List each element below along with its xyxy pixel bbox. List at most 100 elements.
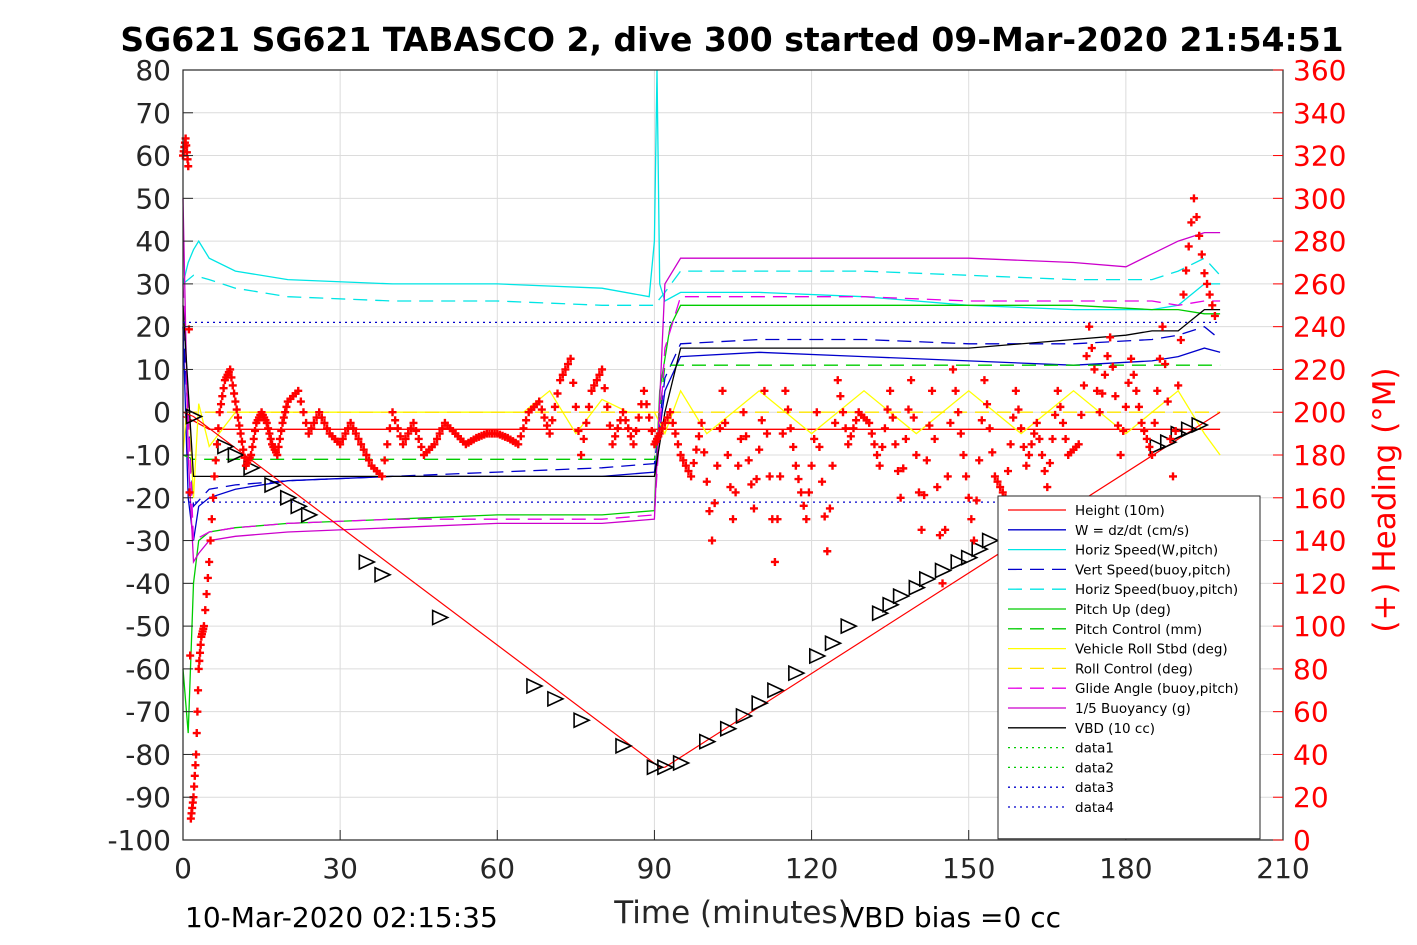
heading-marker (1048, 434, 1057, 443)
heading-marker (1189, 194, 1198, 203)
heading-marker (230, 389, 239, 398)
heading-marker (362, 451, 371, 459)
heading-marker (545, 429, 554, 438)
y2-tick-label: 120 (1293, 567, 1346, 600)
depth-marker (358, 553, 377, 571)
heading-marker (1074, 440, 1083, 449)
heading-marker (962, 472, 971, 481)
heading-marker (828, 461, 837, 470)
heading-marker (781, 386, 790, 395)
heading-marker (1200, 269, 1209, 278)
heading-marker (946, 418, 955, 427)
heading-marker (747, 480, 756, 489)
heading-marker (299, 408, 308, 417)
heading-marker (582, 418, 591, 427)
heading-marker (247, 451, 256, 459)
x-tick-label: 150 (942, 852, 995, 885)
heading-marker (1174, 381, 1183, 390)
heading-marker (1082, 352, 1091, 361)
heading-marker (705, 507, 714, 516)
heading-marker (182, 148, 191, 157)
y-tick-label: -60 (125, 653, 171, 686)
y2-tick-label: 160 (1293, 482, 1346, 515)
heading-marker (619, 408, 627, 417)
heading-marker (537, 405, 546, 414)
legend-box (997, 495, 1261, 840)
heading-marker (433, 434, 442, 443)
heading-marker (357, 440, 366, 449)
heading-marker (975, 456, 984, 465)
heading-layer (179, 134, 1219, 823)
heading-marker (776, 472, 785, 481)
heading-marker (909, 413, 918, 422)
series-line-9 (182, 283, 1221, 542)
heading-marker (195, 656, 204, 665)
heading-marker (282, 402, 291, 411)
depth-marker (573, 711, 591, 729)
heading-marker (1014, 405, 1023, 414)
heading-marker (980, 376, 989, 385)
heading-marker (1053, 386, 1062, 395)
y2-tick-label: 0 (1293, 824, 1311, 857)
heading-marker (190, 771, 199, 780)
heading-marker (550, 402, 559, 411)
heading-marker (1195, 231, 1204, 240)
heading-marker (201, 606, 210, 615)
legend-label-14: data3 (1075, 780, 1114, 796)
heading-marker (959, 451, 968, 459)
x-axis-label: Time (minutes) (613, 895, 849, 931)
heading-marker (566, 354, 575, 363)
legend-label-10: 1/5 Buoyancy (g) (1075, 701, 1191, 717)
y2-tick-label: 240 (1293, 311, 1346, 344)
heading-marker (752, 475, 761, 484)
heading-marker (1098, 389, 1107, 398)
heading-marker (519, 424, 528, 433)
heading-marker (888, 413, 897, 422)
heading-marker (380, 456, 389, 465)
heading-marker (406, 424, 415, 433)
heading-marker (571, 402, 580, 411)
series-line-11 (182, 305, 1221, 478)
heading-marker (998, 488, 1007, 497)
heading-marker (671, 429, 680, 438)
depth-marker (264, 476, 282, 494)
heading-marker (279, 413, 288, 422)
heading-marker (351, 429, 360, 438)
legend-label-12: data1 (1075, 741, 1114, 757)
heading-marker (914, 488, 923, 497)
depth-marker (1191, 416, 1210, 434)
heading-marker (773, 515, 782, 524)
legend-label-15: data4 (1075, 800, 1114, 816)
depth-marker (243, 459, 261, 477)
heading-marker (1171, 426, 1180, 435)
depth-marker (646, 759, 665, 776)
heading-marker (556, 376, 565, 385)
depth-marker (934, 562, 953, 579)
heading-marker (401, 434, 410, 443)
x-axis: 0 30 60 90 120 150 180 210 (174, 830, 1310, 885)
heading-marker (797, 488, 806, 497)
heading-marker (621, 416, 630, 425)
heading-marker (988, 448, 997, 457)
heading-marker (878, 442, 887, 451)
heading-marker (194, 664, 203, 673)
heading-marker (1006, 440, 1015, 449)
heading-marker (235, 421, 244, 430)
heading-marker (1132, 386, 1141, 395)
y2-tick-label: 320 (1293, 140, 1346, 173)
y2-tick-label: 20 (1293, 781, 1329, 814)
heading-marker (956, 429, 965, 438)
heading-marker (873, 451, 882, 459)
heading-marker (1142, 434, 1151, 443)
heading-marker (383, 440, 392, 449)
heading-marker (265, 429, 274, 438)
heading-marker (938, 579, 947, 588)
heading-marker (277, 426, 286, 435)
heading-marker (1090, 365, 1099, 374)
heading-marker (211, 456, 220, 465)
heading-marker (985, 424, 994, 433)
heading-marker (1100, 370, 1109, 379)
depth-marker (824, 634, 843, 652)
y2-tick-label: 360 (1293, 54, 1346, 87)
